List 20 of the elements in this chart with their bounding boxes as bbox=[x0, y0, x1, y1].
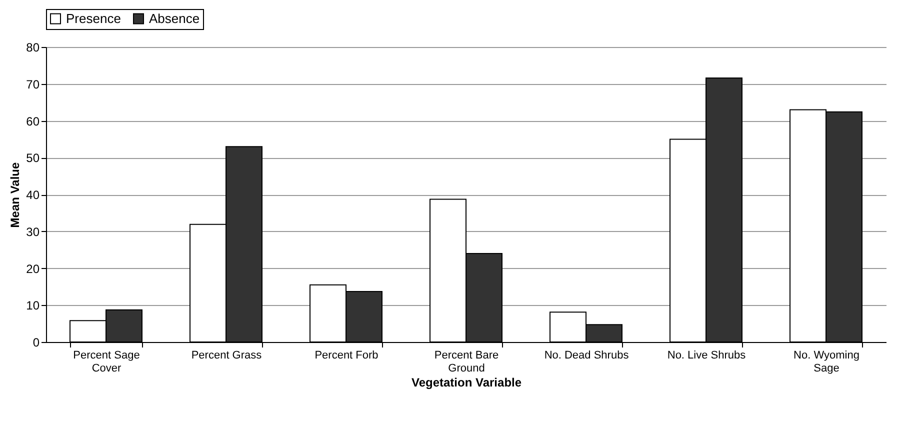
y-tick-label: 30 bbox=[26, 224, 40, 239]
y-tick-label: 50 bbox=[26, 151, 40, 166]
x-tick-label: No. Wyoming Sage bbox=[794, 350, 860, 374]
legend-label: Presence bbox=[66, 10, 121, 26]
x-tick-label: Percent Sage Cover bbox=[73, 350, 140, 374]
x-tick-label: No. Live Shrubs bbox=[667, 350, 746, 362]
legend-label: Absence bbox=[149, 10, 200, 26]
x-axis-title: Vegetation Variable bbox=[411, 376, 522, 390]
y-tick-label: 70 bbox=[26, 77, 40, 92]
x-tick-label: No. Dead Shrubs bbox=[544, 350, 630, 362]
x-tick-label: Percent Bare Ground bbox=[434, 350, 499, 374]
x-tick-label: Percent Forb bbox=[314, 350, 378, 362]
y-tick-label: 0 bbox=[32, 336, 40, 350]
y-axis-title: Mean Value bbox=[8, 162, 22, 228]
y-tick-label: 40 bbox=[26, 188, 40, 202]
x-tick-label: Percent Grass bbox=[191, 350, 262, 362]
y-tick-label: 80 bbox=[26, 40, 40, 54]
y-tick-label: 20 bbox=[26, 262, 40, 276]
y-tick-label: 10 bbox=[26, 298, 40, 313]
y-tick-label: 60 bbox=[26, 114, 40, 128]
